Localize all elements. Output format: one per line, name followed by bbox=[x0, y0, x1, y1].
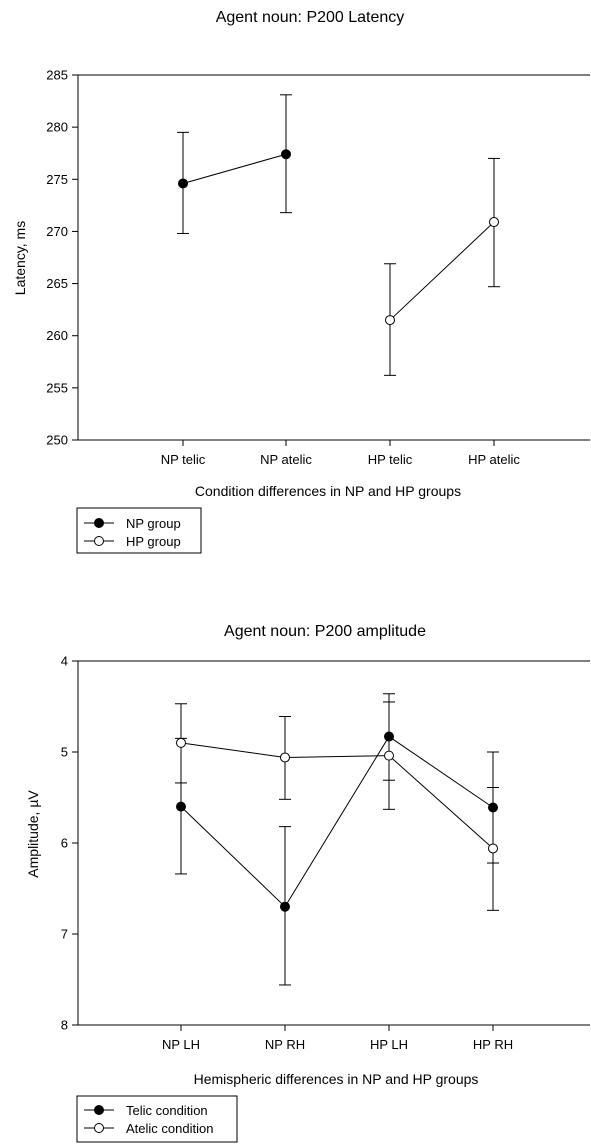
latency-x-tick-label-np-atelic: NP atelic bbox=[260, 452, 312, 467]
amplitude-chart: Agent noun: P200 amplitude 4 5 6 7 8 NP LH NP … bbox=[25, 623, 590, 1143]
latency-y-axis-label: Latency, ms bbox=[12, 221, 28, 295]
latency-legend: NP group HP group bbox=[76, 507, 202, 554]
amplitude-y-axis-label: Amplitude, µV bbox=[25, 790, 41, 878]
amplitude-x-tick-label-hp-rh: HP RH bbox=[473, 1037, 513, 1052]
series-line-atelic-condition bbox=[388, 755, 494, 849]
amplitude-y-tick-label: 5 bbox=[61, 745, 68, 760]
latency-chart-title: Agent noun: P200 Latency bbox=[216, 9, 405, 26]
amplitude-x-tick-label-np-rh: NP RH bbox=[265, 1037, 305, 1052]
latency-x-tick-label-np-telic: NP telic bbox=[161, 452, 206, 467]
latency-y-tick-label: 260 bbox=[46, 328, 68, 343]
amplitude-y-tick-label: 4 bbox=[61, 654, 68, 669]
data-point-hp-group-hp-telic bbox=[385, 315, 395, 326]
amplitude-plot-area: 4 5 6 7 8 NP LH NP RH HP LH HP RH bbox=[61, 654, 590, 1052]
data-point-np-group-np-telic bbox=[178, 178, 188, 189]
latency-y-tick-label: 285 bbox=[46, 68, 68, 83]
data-point-atelic-condition-np-lh bbox=[176, 737, 186, 748]
data-point-atelic-condition-np-rh bbox=[280, 752, 290, 763]
latency-y-tick-label: 270 bbox=[46, 224, 68, 239]
series-line-hp-group bbox=[389, 221, 495, 321]
data-point-atelic-condition-hp-rh bbox=[488, 843, 498, 854]
series-line-telic-condition bbox=[180, 806, 286, 908]
data-point-telic-condition-np-rh bbox=[280, 901, 290, 912]
latency-plot-area: 250 255 260 265 270 275 280 285 NP telic NP ateli… bbox=[46, 68, 590, 467]
latency-y-tick-label: 265 bbox=[46, 276, 68, 291]
latency-chart: Agent noun: P200 Latency 250 255 260 265 270… bbox=[12, 9, 590, 554]
series-line-np-group bbox=[182, 153, 287, 184]
data-point-hp-group-hp-atelic bbox=[489, 217, 499, 228]
series-line-telic-condition bbox=[284, 736, 390, 907]
amplitude-legend: Telic condition Atelic condition bbox=[76, 1095, 238, 1143]
legend-label-np-group: NP group bbox=[126, 516, 181, 531]
latency-x-tick-label-hp-telic: HP telic bbox=[368, 452, 413, 467]
latency-legend-box bbox=[76, 507, 202, 554]
amplitude-y-tick-label: 7 bbox=[61, 927, 68, 942]
latency-x-tick-label-hp-atelic: HP atelic bbox=[468, 452, 520, 467]
amplitude-legend-box bbox=[76, 1095, 238, 1143]
legend-label-hp-group: HP group bbox=[126, 534, 181, 549]
legend-marker-hp-group bbox=[94, 536, 104, 546]
legend-label-telic: Telic condition bbox=[126, 1103, 208, 1118]
amplitude-x-axis-label: Hemispheric differences in NP and HP gro… bbox=[194, 1071, 479, 1087]
series-line-telic-condition bbox=[388, 736, 494, 808]
amplitude-y-tick-label: 6 bbox=[61, 836, 68, 851]
latency-y-tick-label: 250 bbox=[46, 433, 68, 448]
latency-y-tick-label: 280 bbox=[46, 120, 68, 135]
series-line-atelic-condition bbox=[284, 755, 390, 758]
latency-x-axis-label: Condition differences in NP and HP group… bbox=[195, 483, 461, 499]
data-point-np-group-np-atelic bbox=[281, 149, 291, 160]
legend-marker-telic bbox=[94, 1105, 104, 1115]
latency-y-tick-label: 275 bbox=[46, 172, 68, 187]
amplitude-chart-title: Agent noun: P200 amplitude bbox=[224, 623, 426, 640]
amplitude-x-tick-label-np-lh: NP LH bbox=[162, 1037, 200, 1052]
legend-label-atelic: Atelic condition bbox=[126, 1121, 213, 1136]
amplitude-y-tick-label: 8 bbox=[61, 1018, 68, 1033]
amplitude-x-tick-label-hp-lh: HP LH bbox=[370, 1037, 408, 1052]
series-line-atelic-condition bbox=[180, 742, 286, 758]
legend-marker-atelic bbox=[94, 1123, 104, 1133]
data-point-telic-condition-np-lh bbox=[176, 801, 186, 812]
data-point-atelic-condition-hp-lh bbox=[384, 750, 394, 761]
legend-marker-np-group bbox=[94, 518, 104, 528]
latency-y-tick-label: 255 bbox=[46, 380, 68, 395]
